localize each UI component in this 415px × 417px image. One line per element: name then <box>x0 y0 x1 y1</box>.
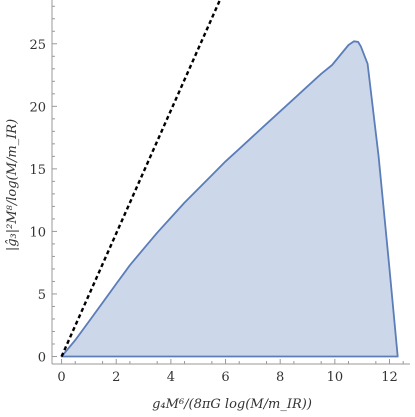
y-axis-label: |ĝ₃|²M⁸/log(M/m_IR) <box>5 119 20 251</box>
x-axis-label: g₄M⁶/(8πG log(M/m_IR)) <box>152 397 312 412</box>
x-tick-label: 12 <box>381 370 398 385</box>
bound-dashed-line <box>60 0 222 357</box>
y-tick-label: 10 <box>29 225 46 240</box>
x-tick-label: 10 <box>327 370 344 385</box>
y-ticks: 0 5 10 15 20 25 <box>29 5 57 365</box>
x-tick-label: 4 <box>167 370 175 385</box>
y-tick-label: 20 <box>29 100 46 115</box>
x-ticks: 0 2 4 6 8 10 12 <box>57 359 404 385</box>
axes <box>51 0 410 365</box>
y-tick-label: 0 <box>38 350 46 365</box>
x-tick-label: 2 <box>112 370 120 385</box>
x-tick-label: 8 <box>276 370 284 385</box>
feasible-region <box>60 40 399 358</box>
x-tick-label: 0 <box>57 370 65 385</box>
y-tick-label: 5 <box>38 288 46 303</box>
x-tick-label: 6 <box>221 370 229 385</box>
y-tick-label: 25 <box>29 38 46 53</box>
bound-line-layer <box>60 0 222 357</box>
feasible-region-layer <box>60 40 399 358</box>
y-tick-label: 15 <box>29 163 46 178</box>
